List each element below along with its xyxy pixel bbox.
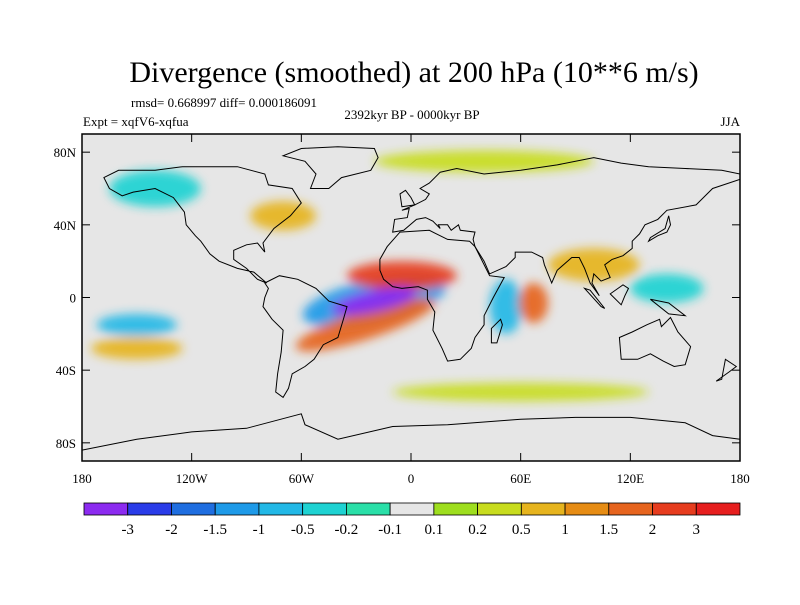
x-tick-label: 120W — [176, 471, 209, 486]
y-tick-label: 80S — [56, 436, 76, 451]
field-west-pacific-convergence — [630, 273, 704, 303]
colorbar-label: -0.5 — [291, 522, 315, 538]
colorbar-swatch — [564, 502, 610, 516]
colorbar-swatch — [83, 502, 129, 516]
coastline-japan — [647, 215, 672, 243]
colorbar-swatch — [477, 502, 522, 516]
colorbar-label: 0.5 — [512, 522, 531, 538]
x-tick-label: 0 — [408, 471, 415, 486]
coastlines — [82, 146, 740, 451]
chart-title: Divergence (smoothed) at 200 hPa (10**6 … — [129, 56, 698, 89]
divergence-field — [91, 150, 704, 402]
colorbar-label: -0.2 — [335, 522, 359, 538]
coastline-eurasia — [392, 157, 740, 296]
field-indian-ocean-divergence — [518, 283, 549, 323]
coastline-new-guinea — [650, 298, 687, 317]
period-label: 2392kyr BP - 0000kyr BP — [344, 107, 479, 122]
field-southern-ocean-band — [392, 382, 649, 402]
colorbar-label: -3 — [121, 522, 134, 538]
field-south-atlantic-divergence — [295, 298, 435, 352]
coastline-africa — [379, 229, 505, 362]
y-tick-label: 40S — [56, 363, 76, 378]
colorbar-label: -1 — [253, 522, 266, 538]
colorbar-swatch — [608, 502, 653, 516]
colorbar-label: 2 — [649, 522, 657, 538]
x-tick-label: 180 — [72, 471, 92, 486]
colorbar-swatch — [127, 502, 172, 516]
field-arctic-band — [374, 150, 594, 173]
y-tick-label: 0 — [70, 291, 77, 306]
colorbar-label: -1.5 — [203, 522, 227, 538]
colorbar-swatch — [695, 502, 741, 516]
coastline-borneo — [609, 284, 630, 306]
colorbar-label: -0.1 — [378, 522, 402, 538]
coastline-north-america — [103, 166, 302, 284]
colorbar-swatch — [389, 502, 435, 516]
coastline-antarctica — [82, 413, 740, 451]
colorbar-swatch — [214, 502, 260, 516]
colorbar-label: 3 — [693, 522, 701, 538]
colorbar-swatch — [171, 502, 216, 516]
colorbar-swatch — [652, 502, 697, 516]
experiment-label: Expt = xqfV6-xqfua — [83, 114, 189, 129]
field-east-pacific-convergence — [96, 313, 177, 336]
rmsd-diff-stats: rmsd= 0.668997 diff= 0.000186091 — [131, 95, 317, 110]
colorbar-label: 1.5 — [599, 522, 618, 538]
field-north-america-divergence — [250, 201, 316, 231]
coastline-australia — [618, 316, 692, 368]
colorbar-label: 0.1 — [425, 522, 444, 538]
colorbar-label: -2 — [165, 522, 178, 538]
season-label: JJA — [720, 114, 740, 129]
colorbar-swatch — [433, 502, 478, 516]
field-asia-divergence — [548, 248, 640, 282]
colorbar-swatch — [302, 502, 347, 516]
x-tick-label: 180 — [730, 471, 750, 486]
colorbar-label: 1 — [561, 522, 569, 538]
x-tick-label: 60E — [510, 471, 531, 486]
field-west-africa-divergence — [347, 261, 457, 291]
y-tick-label: 40N — [54, 218, 77, 233]
y-axis: 80N 40N 0 40S 80S — [54, 145, 740, 451]
coastline-south-america — [262, 275, 348, 399]
field-indian-ocean-convergence — [489, 279, 523, 334]
field-south-pacific-divergence — [91, 337, 183, 360]
coastline-uk — [399, 189, 416, 208]
coastline-new-zealand — [715, 358, 738, 382]
x-axis: 180 120W 60W 0 60E 120E 180 — [72, 134, 750, 486]
colorbar-label: 0.2 — [468, 522, 487, 538]
coastline-greenland — [281, 146, 379, 189]
coastline-sumatra — [582, 287, 606, 309]
coastline-madagascar — [490, 318, 503, 344]
y-tick-label: 80N — [54, 145, 77, 160]
field-atlantic-convergence-core — [331, 287, 418, 316]
x-tick-label: 60W — [289, 471, 315, 486]
colorbar-swatch — [258, 502, 304, 516]
colorbar-swatch — [520, 502, 566, 516]
colorbar-swatch — [345, 502, 391, 516]
colorbar: -3 -2 -1.5 -1 -0.5 -0.2 -0.1 0.1 0.2 0.5 1 1.5 2 3 — [83, 502, 741, 538]
x-tick-label: 120E — [617, 471, 645, 486]
